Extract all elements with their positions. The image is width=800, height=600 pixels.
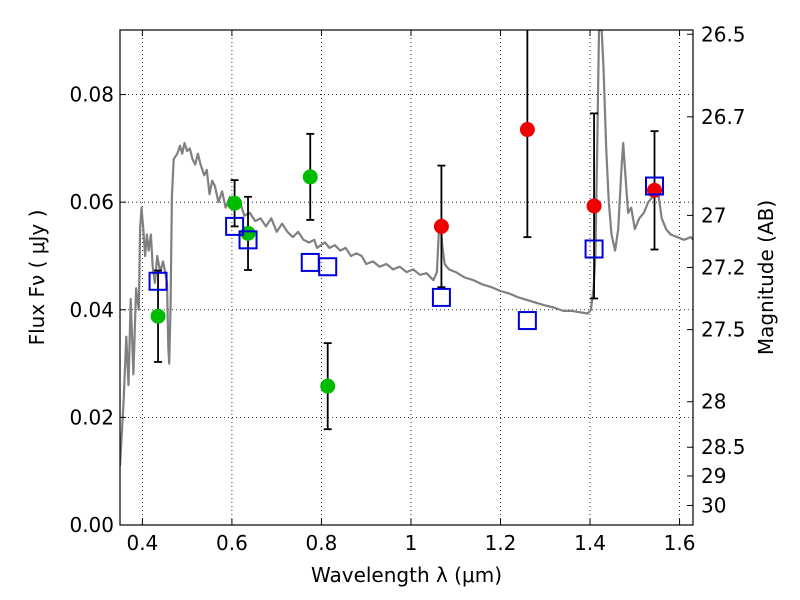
magnitude-tick-label: 28 — [701, 390, 726, 414]
model-photometry-square — [517, 311, 537, 331]
magnitude-tick-label: 29 — [701, 464, 726, 488]
x-tick-label: 0.6 — [216, 531, 248, 555]
model-photometry-square — [225, 216, 245, 236]
x-tick-label: 1 — [405, 531, 418, 555]
y-tick-label: 0.04 — [69, 298, 114, 322]
model-spectrum-layer — [120, 30, 693, 466]
nir-flux-point — [519, 122, 535, 138]
magnitude-tick-label: 27 — [701, 203, 726, 227]
magnitude-axis-title: Magnitude (AB) — [754, 200, 778, 355]
x-tick-label: 1.2 — [485, 531, 517, 555]
model-photometry-square — [645, 176, 665, 196]
model-photometry-square — [238, 230, 258, 250]
x-tick-label: 1.4 — [574, 531, 606, 555]
magnitude-tick-label: 26.7 — [701, 105, 746, 129]
data-points-layer — [148, 122, 665, 394]
magnitude-tick-label: 27.5 — [701, 318, 746, 342]
nir-flux-point — [586, 198, 602, 214]
magnitude-tick-label: 26.5 — [701, 22, 746, 46]
model-photometry-square — [584, 239, 604, 259]
model-photometry-square — [300, 252, 320, 272]
nir-flux-point — [433, 218, 449, 234]
magnitude-tick-label: 27.2 — [701, 255, 746, 279]
y-tick-label: 0.08 — [69, 83, 114, 107]
magnitude-tick-label: 30 — [701, 493, 726, 517]
optical-flux-point — [240, 225, 256, 241]
optical-flux-point — [320, 378, 336, 394]
optical-flux-point — [150, 308, 166, 324]
y-tick-label: 0.02 — [69, 405, 114, 429]
model-photometry-square — [148, 271, 168, 291]
x-tick-label: 0.8 — [306, 531, 338, 555]
y-axis-title: Flux Fν ( μJy ) — [25, 210, 49, 346]
x-tick-label: 0.4 — [126, 531, 158, 555]
magnitude-tick-label: 28.5 — [701, 435, 746, 459]
x-tick-label: 1.6 — [664, 531, 696, 555]
y-tick-label: 0.06 — [69, 190, 114, 214]
x-axis-title: Wavelength λ (μm) — [311, 563, 502, 587]
model-photometry-square — [431, 287, 451, 307]
y-tick-label: 0.00 — [69, 513, 114, 537]
error-bars-layer — [154, 30, 659, 431]
axis-ticks: 0.4 0.6 0.8 1 1.2 1.4 1.6 0.00 0.02 0.04 0.06 0.08 2… — [69, 22, 745, 555]
nir-flux-point — [647, 182, 663, 198]
model-spectrum-line — [120, 30, 693, 466]
model-photometry-square — [318, 257, 338, 277]
optical-flux-point — [227, 195, 243, 211]
grid-lines — [120, 30, 693, 526]
optical-flux-point — [302, 169, 318, 185]
plot-frame — [119, 29, 694, 526]
